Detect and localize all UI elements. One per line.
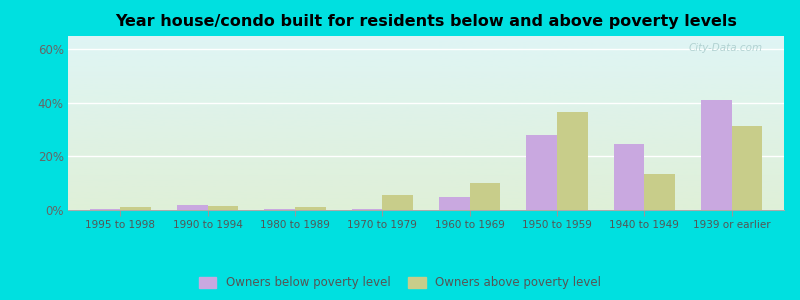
Bar bbox=[382, 195, 413, 210]
Title: Year house/condo built for residents below and above poverty levels: Year house/condo built for residents bel… bbox=[115, 14, 737, 29]
Bar bbox=[352, 209, 382, 210]
Bar bbox=[295, 207, 326, 210]
Bar bbox=[470, 183, 500, 210]
Bar bbox=[439, 196, 470, 210]
Bar bbox=[557, 112, 587, 210]
Bar bbox=[732, 126, 762, 210]
Legend: Owners below poverty level, Owners above poverty level: Owners below poverty level, Owners above… bbox=[194, 272, 606, 294]
Bar bbox=[644, 174, 675, 210]
Bar bbox=[265, 209, 295, 210]
Bar bbox=[208, 206, 238, 210]
Bar bbox=[120, 207, 151, 210]
Bar bbox=[90, 209, 120, 210]
Text: City-Data.com: City-Data.com bbox=[688, 43, 762, 53]
Bar bbox=[177, 205, 208, 210]
Bar bbox=[526, 135, 557, 210]
Bar bbox=[614, 144, 644, 210]
Bar bbox=[701, 100, 732, 210]
